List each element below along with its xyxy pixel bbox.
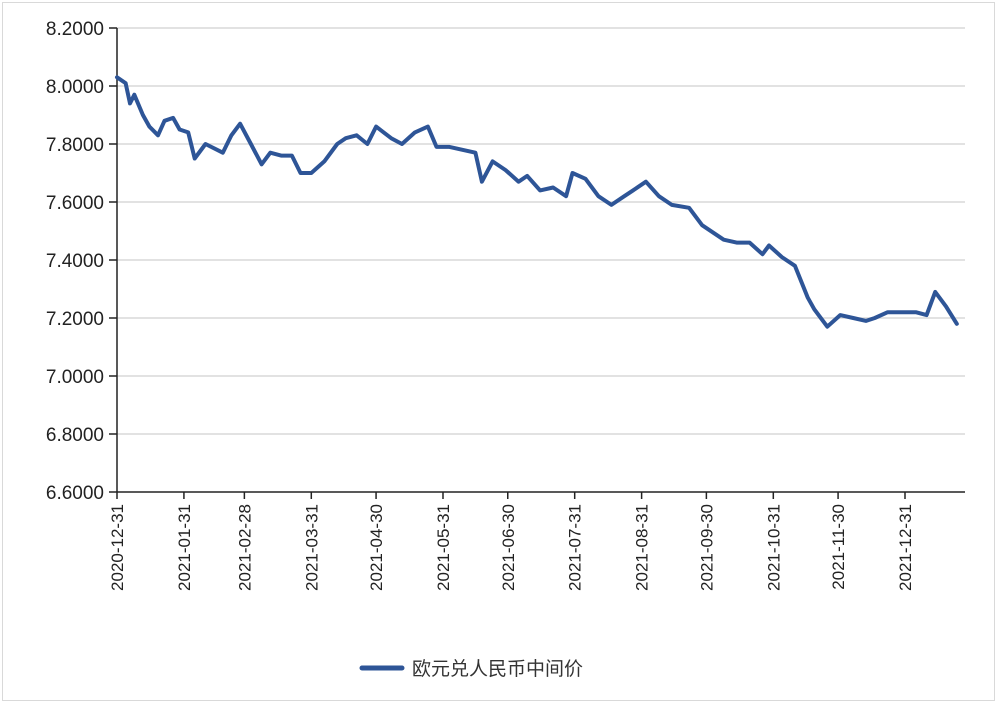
y-tick-label: 6.8000 <box>46 425 104 446</box>
x-tick-label: 2021-02-28 <box>235 504 254 591</box>
x-tick-label: 2021-12-31 <box>896 504 915 591</box>
x-tick-label: 2021-01-31 <box>175 504 194 591</box>
x-tick-label: 2021-03-31 <box>302 504 321 591</box>
gridlines <box>117 27 965 435</box>
x-tick-label: 2021-10-31 <box>764 504 783 591</box>
x-tick-label: 2021-07-31 <box>566 504 585 591</box>
x-tick-label: 2021-04-30 <box>367 504 386 591</box>
y-axis-ticks: 8.2000 8.0000 7.8000 7.6000 7.4000 7.2000 7.00… <box>46 19 117 504</box>
x-tick-label: 2021-09-30 <box>697 504 716 591</box>
y-tick-label: 7.0000 <box>46 367 104 388</box>
series-line-eur-cny <box>115 75 959 329</box>
legend[interactable]: 欧元兑人民币中间价 <box>359 658 583 680</box>
x-tick-label: 2021-06-30 <box>499 504 518 591</box>
y-tick-label: 8.0000 <box>46 77 104 98</box>
y-tick-label: 7.4000 <box>46 251 104 272</box>
y-tick-label: 7.2000 <box>46 309 104 330</box>
y-tick-label: 6.6000 <box>46 483 104 504</box>
x-tick-label: 2020-12-31 <box>108 504 127 591</box>
x-tick-label: 2021-05-31 <box>434 504 453 591</box>
legend-label: 欧元兑人民币中间价 <box>412 658 583 680</box>
y-tick-label: 7.6000 <box>46 193 104 214</box>
y-tick-label: 7.8000 <box>46 135 104 156</box>
x-tick-label: 2021-11-30 <box>829 504 848 590</box>
x-tick-label: 2021-08-31 <box>633 504 652 591</box>
x-axis-ticks: 2020-12-31 2021-01-31 2021-02-28 2021-03-31… <box>108 492 915 591</box>
y-tick-label: 8.2000 <box>46 19 104 40</box>
